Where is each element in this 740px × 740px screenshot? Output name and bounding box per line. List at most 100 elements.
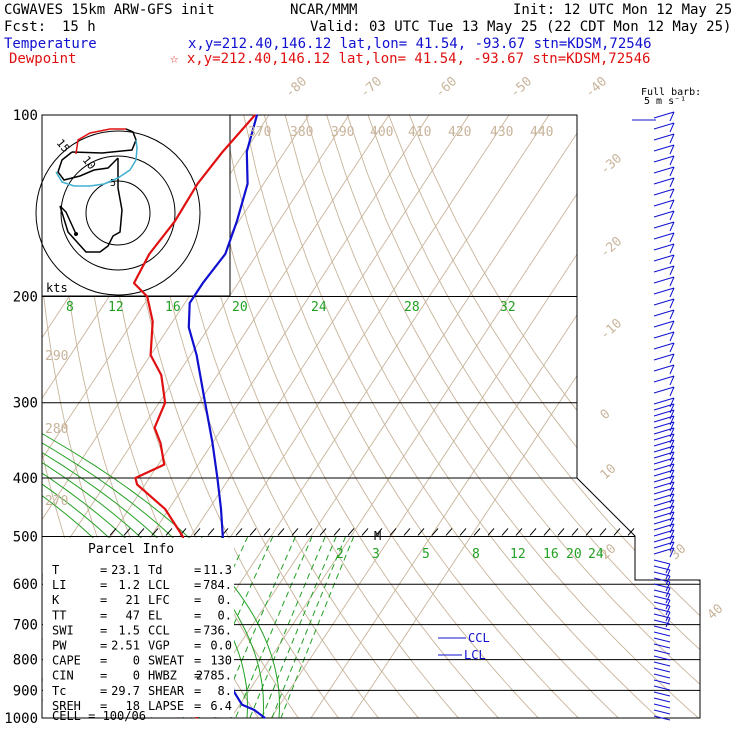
mixing-ratio-line <box>261 536 337 718</box>
wind-barb <box>653 232 675 240</box>
wind-barb <box>653 287 675 295</box>
parcel-value: 1.5 <box>118 623 140 637</box>
isotherm-label: -60 <box>433 74 460 101</box>
hatch-tick <box>207 528 215 536</box>
parcel-eq: = <box>100 578 107 592</box>
freezing-level-hatch <box>109 528 635 536</box>
parcel-eq: = <box>100 608 107 622</box>
hodograph-trace-low <box>59 158 123 253</box>
temperature-point <box>256 114 258 116</box>
hatch-tick <box>403 528 411 536</box>
mixing-ratio-label: 8 <box>66 300 74 315</box>
parcel-label: LCL <box>148 578 170 592</box>
isotherm-line <box>42 115 310 718</box>
hatch-tick <box>109 528 117 536</box>
parcel-eq: = <box>194 684 201 698</box>
hatch-tick <box>445 528 453 536</box>
wind-barb <box>653 199 675 207</box>
wind-barb <box>653 309 675 317</box>
wind-barb-flag <box>665 617 671 628</box>
wind-barb <box>653 481 675 489</box>
wind-barb <box>653 697 671 703</box>
temperature-point <box>264 717 266 719</box>
wind-barb-flag <box>669 210 675 221</box>
wind-barb <box>653 276 675 284</box>
wind-barb-flag <box>669 386 675 397</box>
temperature-point <box>211 442 214 444</box>
isotherm-label: -80 <box>283 74 310 101</box>
parcel-eq: = <box>100 699 107 713</box>
wind-barb <box>653 265 675 273</box>
parcel-eq: = <box>194 593 201 607</box>
pressure-label-500: 500 <box>13 529 38 545</box>
parcel-value: 2.51 <box>111 639 140 653</box>
hodograph-units: kts <box>46 281 68 295</box>
parcel-label: K <box>52 593 60 607</box>
dewpoint-point <box>195 717 197 719</box>
hodograph: 15 10 5 kts <box>35 114 231 297</box>
temperature-point <box>220 508 222 510</box>
wind-barb-flag <box>669 375 675 386</box>
organization: NCAR/MMM <box>290 2 357 18</box>
wind-barb <box>653 523 675 531</box>
isotherm-line <box>310 115 700 718</box>
wind-barb <box>653 709 671 715</box>
wind-barb <box>653 364 675 372</box>
barb-key-title: Full barb: <box>641 87 701 98</box>
isotherm-label: -50 <box>508 74 535 101</box>
parcel-eq: = <box>194 654 201 668</box>
mixing-ratio-label: 24 <box>311 300 327 315</box>
wind-barb <box>653 475 675 483</box>
wind-barb <box>653 667 671 673</box>
wind-barb <box>653 298 675 306</box>
wind-barb <box>653 565 671 571</box>
wind-barb <box>653 607 671 613</box>
dewpoint-point <box>136 483 138 486</box>
wind-barb <box>653 166 675 174</box>
parcel-label: T <box>52 563 59 577</box>
isotherm-label: 30 <box>668 541 690 563</box>
dewpoint-point <box>152 320 154 323</box>
parcel-value: 8. <box>218 684 232 698</box>
wind-barb <box>653 535 675 543</box>
wind-barb <box>653 529 675 537</box>
dewpoint-point <box>154 427 156 429</box>
wind-barb-flag <box>669 243 675 254</box>
dry-adiabat-line <box>139 115 389 718</box>
forecast-hour: 15 h <box>62 19 96 35</box>
wind-barb <box>653 655 671 661</box>
pressure-label-900: 900 <box>13 683 38 699</box>
valid-time: Valid: 03 UTC Tue 13 May 25 (22 CDT Mon … <box>310 19 731 35</box>
hodograph-trace-mid <box>71 128 137 154</box>
wind-barb <box>653 661 671 667</box>
hatch-tick <box>193 528 201 536</box>
wind-barb <box>653 397 675 405</box>
theta-label: 380 <box>290 125 313 140</box>
hatch-tick <box>305 528 313 536</box>
parcel-cell: CELL = 100/06 <box>52 709 146 723</box>
theta-label: 430 <box>490 125 513 140</box>
dewpoint-point <box>174 220 176 222</box>
hodograph-ring-15 <box>35 130 201 296</box>
temperature-location: x,y=212.40,146.12 lat,lon= 41.54, -93.67… <box>188 36 652 52</box>
dry-adiabat-line <box>408 115 700 718</box>
hatch-tick <box>431 528 439 536</box>
pressure-label-400: 400 <box>13 471 38 487</box>
wind-barb <box>653 463 675 471</box>
wind-barb-flag <box>665 581 671 592</box>
wind-barb <box>653 493 675 501</box>
wind-barb <box>653 649 671 655</box>
dewpoint-point <box>159 442 162 444</box>
parcel-eq: = <box>100 669 107 683</box>
dewpoint-point <box>146 295 148 298</box>
wind-barb-flag <box>669 111 675 122</box>
parcel-label: PW <box>52 639 67 653</box>
temperature-point <box>189 302 191 304</box>
temperature-point <box>253 709 255 711</box>
mixing-ratio-line <box>280 536 355 718</box>
temperature-point <box>222 535 224 538</box>
parcel-label: HWBZ <box>148 669 177 683</box>
wind-barb <box>653 433 675 441</box>
wind-barb-flag <box>665 593 671 604</box>
parcel-label: Td <box>148 563 162 577</box>
